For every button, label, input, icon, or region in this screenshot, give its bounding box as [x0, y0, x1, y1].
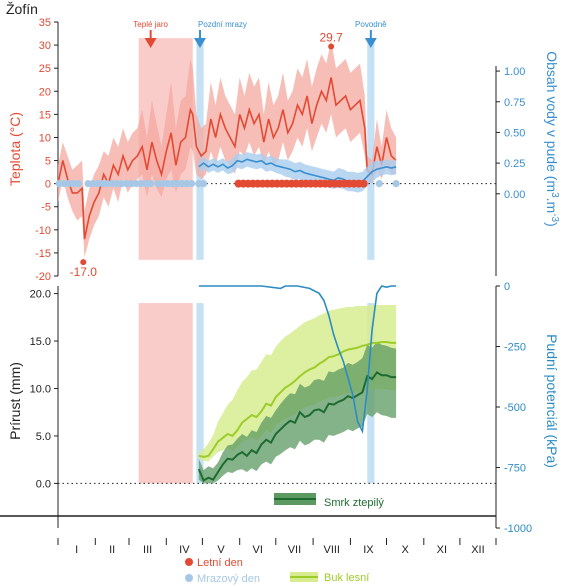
top-left-tick-label: 25 — [39, 63, 51, 75]
top-left-tick-label: 20 — [39, 86, 51, 98]
temperature-line — [57, 77, 397, 240]
bottom-panel: 0.0 5.0 10.0 15.0 20.0 0 -250 -500 -750 -1000 Prír… — [0, 281, 560, 535]
site-title: Žofín — [6, 1, 38, 17]
max-temp-point — [328, 43, 335, 50]
bottom-left-tick-label: 0.0 — [36, 478, 51, 490]
bottom-right-tick-label: 0 — [504, 281, 510, 293]
annotation-label: Povodně — [355, 20, 387, 29]
month-label: X — [401, 544, 409, 556]
top-left-tick-label: 30 — [39, 40, 51, 52]
annotation-arrow-head — [144, 38, 157, 48]
legend-beech-label: Buk lesní — [324, 572, 369, 584]
bottom-right-tick-label: -250 — [504, 342, 526, 354]
bottom-right-tick-label: -750 — [504, 463, 526, 475]
min-temp-label: -17.0 — [70, 265, 98, 279]
month-label: VII — [288, 544, 301, 556]
legend-frost-day-marker — [185, 574, 193, 582]
top-ylabel-right: Obsah vody v pude (m3.m-3) — [544, 51, 560, 227]
legend-summer-day-label: Letní den — [197, 557, 243, 569]
month-label: VI — [253, 544, 263, 556]
annotation-label: Teplé jaro — [133, 20, 168, 29]
spruce-band — [198, 342, 397, 484]
spruce-line — [197, 371, 397, 482]
bottom-ylabel-right: Pudní potenciál (kPa) — [544, 334, 560, 468]
legend: Letní den Mrazový den Smrk ztepilý Buk lesn… — [185, 493, 384, 585]
shaded-span-flood — [367, 38, 375, 260]
frost-day-point — [375, 180, 383, 188]
month-label: II — [109, 544, 115, 556]
ylabel-superscript: 3 — [549, 192, 560, 198]
top-right-tick-label: 0.50 — [504, 127, 525, 139]
bottom-left-tick-label: 20.0 — [30, 289, 51, 301]
top-left-tick-label: 0 — [45, 179, 51, 191]
top-left-tick-label: -5 — [41, 202, 51, 214]
annotation-label: Pozdní mrazy — [198, 20, 247, 29]
frost-day-point — [147, 180, 155, 188]
top-right-tick-label: 0.25 — [504, 158, 525, 170]
top-left-tick-label: 15 — [39, 109, 51, 121]
month-label: VIII — [323, 544, 340, 556]
month-label: XII — [471, 544, 484, 556]
top-ylabel-left: Teplota (°C) — [7, 112, 23, 186]
min-temp-point — [80, 259, 87, 266]
month-label: V — [217, 544, 225, 556]
x-axis: I II III IV V VI VII VIII IX X XI XII — [57, 538, 497, 556]
bottom-left-tick-label: 15.0 — [30, 336, 51, 348]
month-label: IX — [363, 544, 374, 556]
legend-spruce-label: Smrk ztepilý — [324, 497, 384, 509]
annotation-arrow-head — [193, 38, 206, 48]
bottom-ylabel-left: Prírust (mm) — [7, 362, 23, 440]
legend-frost-day-label: Mrazový den — [197, 573, 260, 585]
ylabel-part: Obsah vody v pude (m — [544, 51, 560, 192]
soil-potential-line — [198, 285, 397, 434]
frost-day-point — [199, 180, 208, 188]
shaded-span-spring-warm-bottom — [138, 303, 193, 484]
top-panel: -20 -15 -10 -5 0 5 10 15 20 25 30 35 0.00 0.25 0.50 0.7… — [7, 17, 560, 283]
top-right-tick-label: 1.00 — [504, 66, 525, 78]
top-right-tick-label: 0.00 — [504, 189, 525, 201]
ylabel-superscript: -3 — [549, 213, 560, 222]
top-left-tick-label: -20 — [35, 271, 51, 283]
ylabel-part: ) — [544, 222, 560, 227]
bottom-right-tick-label: -1000 — [504, 523, 532, 535]
max-temp-label: 29.7 — [319, 30, 343, 44]
temperature-band — [58, 40, 397, 258]
month-label: IV — [179, 544, 190, 556]
frost-day-point — [392, 180, 400, 188]
top-left-tick-label: -15 — [35, 248, 51, 260]
legend-summer-day-marker — [185, 558, 193, 566]
annotation-arrow-head — [364, 38, 377, 48]
month-label: XI — [437, 544, 447, 556]
frost-day-point — [187, 180, 196, 188]
bottom-right-tick-label: -500 — [504, 402, 526, 414]
beech-line — [198, 341, 397, 458]
top-left-tick-label: 10 — [39, 132, 51, 144]
top-left-tick-label: 35 — [39, 17, 51, 29]
top-left-tick-label: 5 — [45, 156, 51, 168]
bottom-left-tick-label: 10.0 — [30, 383, 51, 395]
shaded-span-late-frost-bottom — [196, 303, 204, 484]
frost-day-point — [74, 180, 83, 188]
bottom-left-tick-label: 5.0 — [36, 431, 51, 443]
beech-band — [198, 305, 397, 462]
summer-day-point — [359, 179, 368, 188]
top-right-tick-label: 0.75 — [504, 97, 525, 109]
month-label: III — [143, 544, 152, 556]
ylabel-part: .m — [544, 198, 560, 214]
top-left-tick-label: -10 — [35, 225, 51, 237]
month-label: I — [75, 544, 78, 556]
